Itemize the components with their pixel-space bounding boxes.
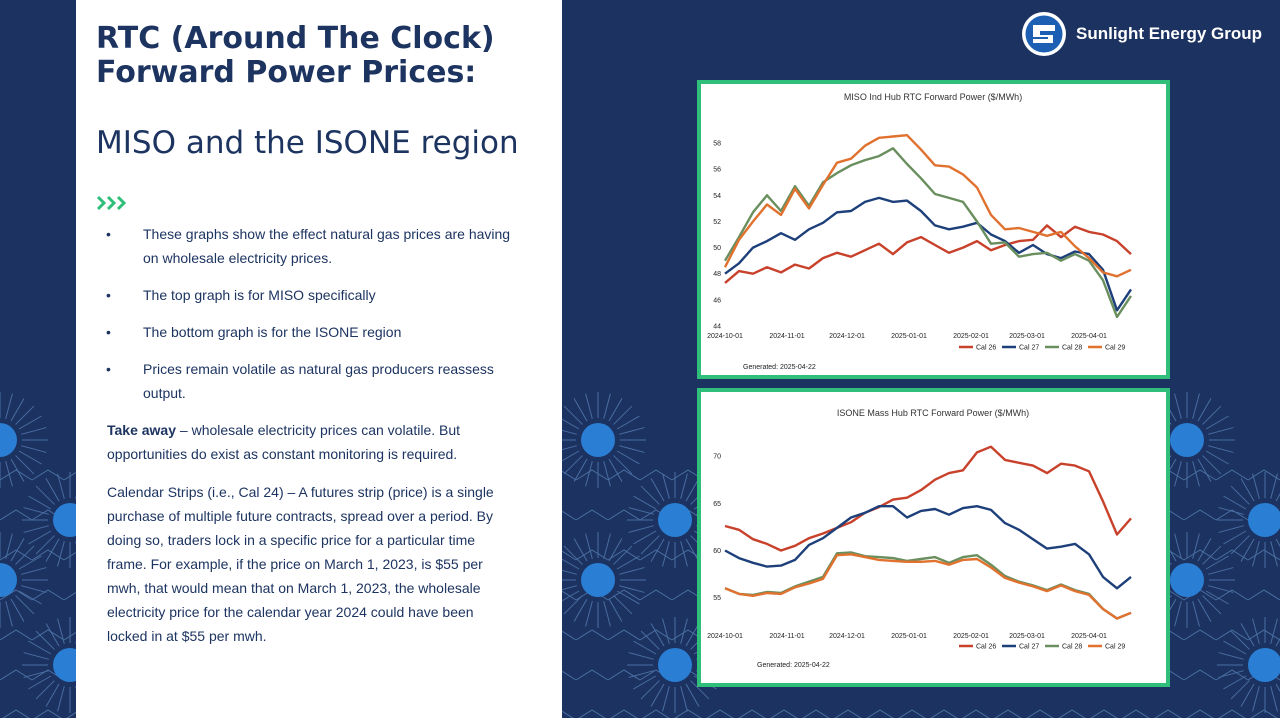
bullet-item: • The top graph is for MISO specifically bbox=[106, 283, 526, 307]
chart-title: MISO Ind Hub RTC Forward Power ($/MWh) bbox=[844, 92, 1022, 102]
isone-forward-power-chart: ISONE Mass Hub RTC Forward Power ($/MWh)… bbox=[707, 408, 1132, 669]
bullet-dot: • bbox=[106, 324, 111, 340]
takeaway-label: Take away bbox=[107, 422, 177, 438]
legend-label: Cal 26 bbox=[976, 644, 996, 651]
generated-date: Generated: 2025-04-22 bbox=[757, 662, 830, 669]
y-tick-label: 44 bbox=[713, 324, 721, 331]
bullet-dot: • bbox=[106, 361, 111, 377]
series-line-cal-28 bbox=[723, 147, 1132, 319]
bullet-item: • Prices remain volatile as natural gas p… bbox=[106, 357, 526, 405]
bullet-list: • These graphs show the effect natural ga… bbox=[106, 222, 526, 418]
y-tick-label: 50 bbox=[713, 245, 721, 252]
bullet-dot: • bbox=[106, 287, 111, 303]
y-tick-label: 54 bbox=[713, 193, 721, 200]
x-tick-label: 2024-12-01 bbox=[829, 633, 865, 640]
brand-name: Sunlight Energy Group bbox=[1076, 24, 1263, 43]
x-tick-label: 2024-10-01 bbox=[707, 633, 743, 640]
y-tick-label: 56 bbox=[713, 167, 721, 174]
y-tick-label: 52 bbox=[713, 219, 721, 226]
takeaway-text: – wholesale electricity prices can volat… bbox=[107, 422, 461, 462]
legend-label: Cal 29 bbox=[1105, 644, 1125, 651]
x-tick-label: 2025-02-01 bbox=[953, 333, 989, 340]
x-tick-label: 2024-10-01 bbox=[707, 333, 743, 340]
y-tick-label: 48 bbox=[713, 271, 721, 278]
bullet-dot: • bbox=[106, 226, 111, 242]
x-tick-label: 2025-03-01 bbox=[1009, 333, 1045, 340]
slide-subtitle: MISO and the ISONE region bbox=[96, 125, 519, 161]
isone-chart-card: ISONE Mass Hub RTC Forward Power ($/MWh)… bbox=[697, 388, 1170, 687]
sunlight-logo-icon bbox=[1022, 12, 1066, 56]
y-tick-label: 58 bbox=[713, 141, 721, 148]
x-tick-label: 2025-04-01 bbox=[1071, 633, 1107, 640]
bullet-text: The top graph is for MISO specifically bbox=[143, 287, 376, 303]
series-line-cal-27 bbox=[724, 196, 1132, 312]
y-tick-label: 60 bbox=[713, 548, 721, 555]
x-tick-label: 2024-12-01 bbox=[829, 333, 865, 340]
brand-logo: Sunlight Energy Group bbox=[1020, 11, 1262, 57]
bullet-item: • The bottom graph is for the ISONE regio… bbox=[106, 320, 526, 344]
legend-label: Cal 27 bbox=[1019, 345, 1039, 352]
x-tick-label: 2024-11-01 bbox=[769, 333, 804, 340]
x-tick-label: 2025-01-01 bbox=[891, 333, 927, 340]
chevron-arrows-icon bbox=[96, 195, 127, 211]
miso-chart-card: MISO Ind Hub RTC Forward Power ($/MWh) 44… bbox=[697, 80, 1170, 379]
legend-label: Cal 28 bbox=[1062, 644, 1082, 651]
miso-forward-power-chart: MISO Ind Hub RTC Forward Power ($/MWh) 44… bbox=[707, 92, 1132, 371]
generated-date: Generated: 2025-04-22 bbox=[743, 364, 816, 371]
y-tick-label: 55 bbox=[713, 595, 721, 602]
content-panel: RTC (Around The Clock) Forward Power Pri… bbox=[76, 0, 562, 718]
y-tick-label: 70 bbox=[713, 454, 721, 461]
legend-label: Cal 26 bbox=[976, 345, 996, 352]
y-tick-label: 65 bbox=[713, 501, 721, 508]
series-line-cal-26 bbox=[724, 445, 1132, 552]
bullet-text: The bottom graph is for the ISONE region bbox=[143, 324, 402, 340]
series-line-cal-29 bbox=[723, 134, 1132, 278]
chart-title: ISONE Mass Hub RTC Forward Power ($/MWh) bbox=[837, 408, 1029, 418]
series-line-cal-29 bbox=[724, 553, 1132, 620]
calendar-strips-paragraph: Calendar Strips (i.e., Cal 24) – A futur… bbox=[107, 484, 494, 644]
series-line-cal-27 bbox=[724, 504, 1132, 590]
bullet-text: These graphs show the effect natural gas… bbox=[143, 226, 511, 266]
legend-label: Cal 29 bbox=[1105, 345, 1125, 352]
legend-label: Cal 28 bbox=[1062, 345, 1082, 352]
bullet-text: Prices remain volatile as natural gas pr… bbox=[143, 361, 494, 401]
x-tick-label: 2025-01-01 bbox=[891, 633, 927, 640]
x-tick-label: 2024-11-01 bbox=[769, 633, 804, 640]
bullet-item: • These graphs show the effect natural ga… bbox=[106, 222, 526, 270]
x-tick-label: 2025-03-01 bbox=[1009, 633, 1045, 640]
y-tick-label: 46 bbox=[713, 297, 721, 304]
takeaway-paragraph: Take away – wholesale electricity prices… bbox=[107, 418, 517, 466]
legend-label: Cal 27 bbox=[1019, 644, 1039, 651]
x-tick-label: 2025-04-01 bbox=[1071, 333, 1107, 340]
slide-title: RTC (Around The Clock) Forward Power Pri… bbox=[96, 21, 495, 90]
x-tick-label: 2025-02-01 bbox=[953, 633, 989, 640]
